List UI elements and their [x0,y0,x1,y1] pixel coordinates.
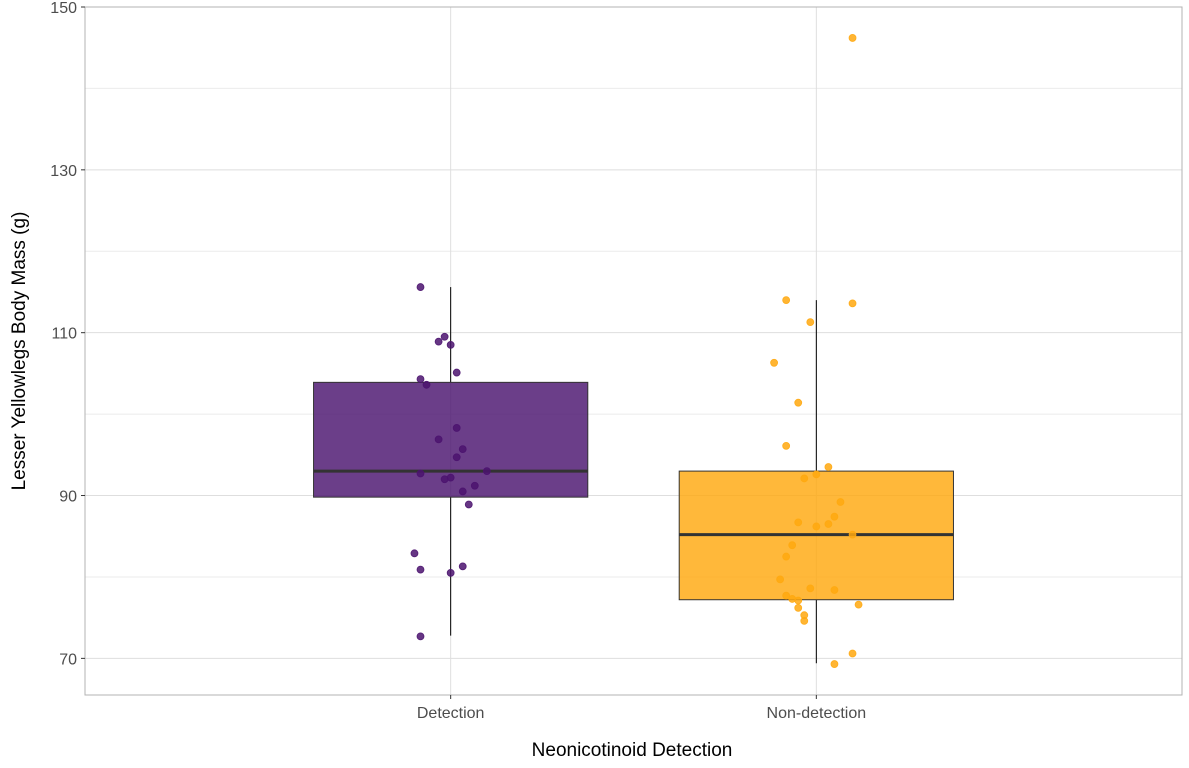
data-point [782,296,791,305]
data-point [452,424,461,432]
y-tick-label: 90 [59,489,77,506]
data-point [434,435,443,444]
data-point [782,552,791,561]
data-point [458,487,467,496]
plot-border [84,6,1183,696]
data-point [830,660,839,668]
data-point [782,591,791,600]
data-point [788,541,797,550]
data-point [854,600,863,609]
data-point [422,380,431,389]
x-tick-label: Non-detection [767,705,867,722]
data-point [806,584,815,593]
plot-panel [85,7,1182,695]
x-axis-title: Neonicotinoid Detection [532,740,733,761]
data-point [446,568,455,577]
y-axis-ticks: 70 90 110 130 150 [50,0,85,668]
data-point [800,474,809,483]
data-point [836,498,845,506]
data-point [410,549,419,558]
data-point [452,453,461,462]
data-point [482,467,491,475]
box-non-detection [678,300,954,664]
y-tick-label: 70 [59,651,77,668]
data-point [794,596,803,605]
data-point [794,398,803,407]
data-point [434,337,443,346]
data-point [794,518,803,527]
data-point [416,469,425,478]
data-point [812,470,821,479]
data-point [776,575,785,584]
data-point [806,318,815,326]
data-point [446,340,455,349]
data-point [830,586,839,594]
data-point [794,603,803,612]
data-point [824,520,833,528]
y-tick-label: 150 [50,0,77,17]
data-point [416,565,425,574]
data-point [830,512,839,521]
data-point [458,445,467,454]
data-point [470,481,479,490]
data-point [458,562,467,571]
y-tick-label: 110 [51,326,77,343]
data-point [440,332,449,341]
data-point [452,368,461,377]
y-tick-label: 130 [50,163,77,180]
x-axis-ticks: Detection Non-detection [417,695,866,722]
data-point [812,522,821,531]
data-point [416,283,425,291]
data-point [848,299,857,308]
data-point [416,375,425,383]
data-point [824,463,833,471]
x-tick-label: Detection [417,705,485,722]
data-point [416,632,425,641]
y-axis-title: Lesser Yellowlegs Body Mass (g) [9,212,30,491]
data-point [440,475,449,484]
data-point [464,500,473,509]
data-point [848,530,857,539]
data-point [782,441,791,450]
data-point [848,649,857,658]
data-point [770,358,778,367]
data-point [800,617,809,625]
data-point [848,34,857,42]
points [410,34,863,668]
